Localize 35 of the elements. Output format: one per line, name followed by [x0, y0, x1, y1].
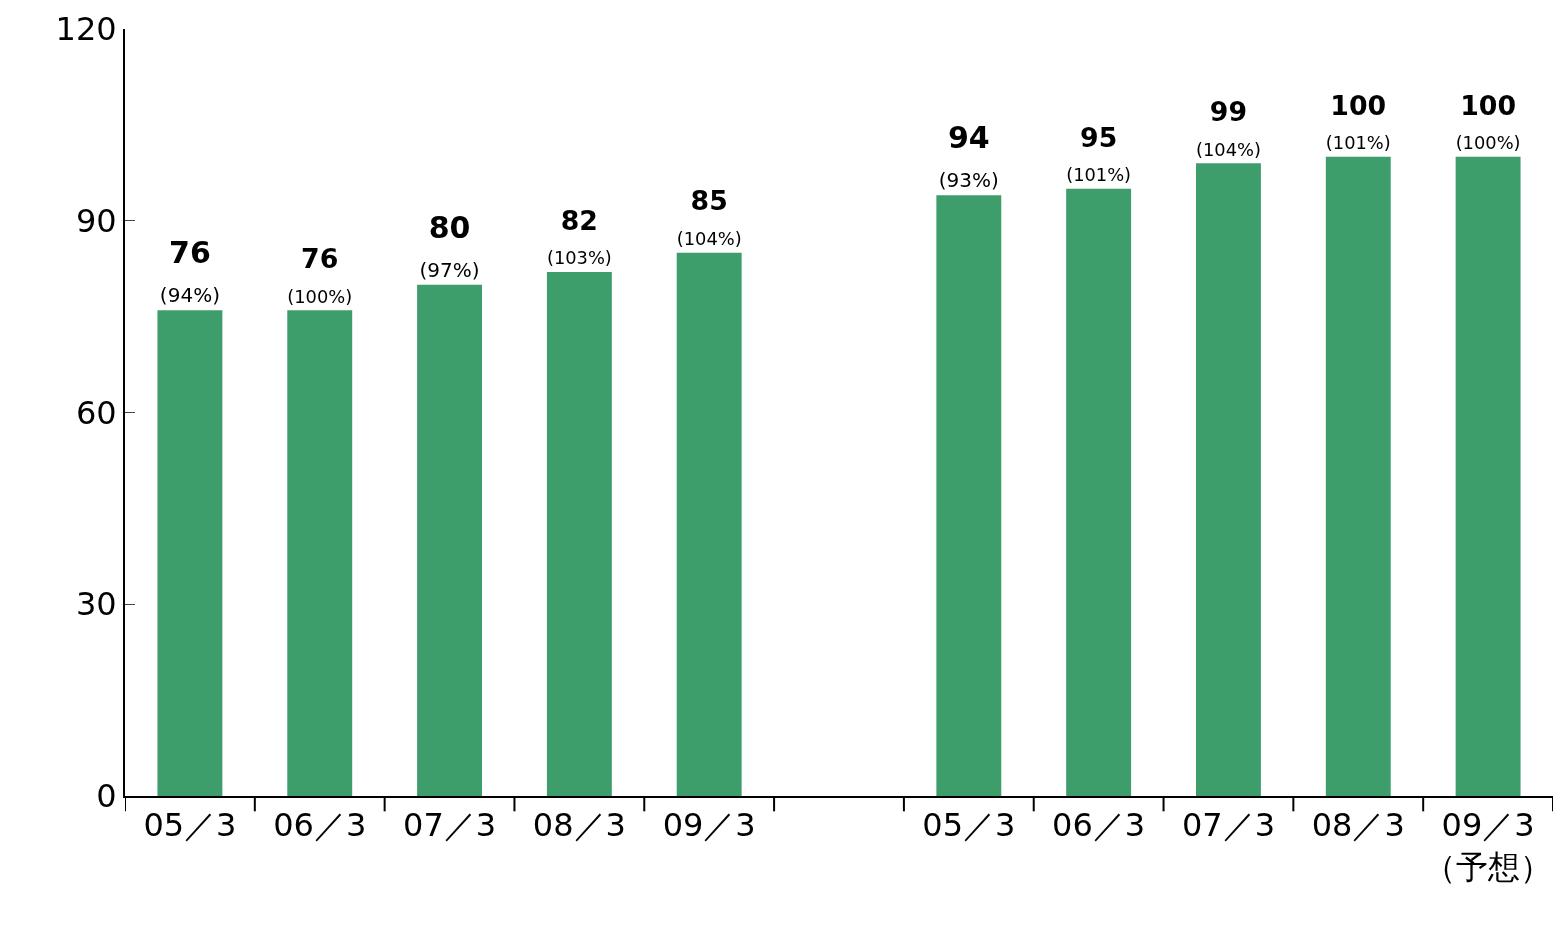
x-tick-label: 07／3 [1181, 806, 1275, 845]
bar [676, 252, 742, 796]
data-label: 76 (94%) [159, 235, 220, 308]
x-tick-label: 05／3 [922, 806, 1016, 845]
x-tick-label: 05／3 [143, 806, 237, 845]
bar [157, 310, 223, 796]
data-label: 100 (100%) [1455, 89, 1521, 154]
x-tick-label: 09／3 [662, 806, 756, 845]
data-label: 82 (103%) [546, 204, 612, 269]
x-tick-label: 08／3 [1311, 806, 1405, 845]
bar [417, 284, 482, 796]
x-tick-label: 06／3 [1052, 806, 1146, 845]
data-label: 85 (104%) [676, 185, 742, 250]
bar [1455, 156, 1521, 796]
bar [1196, 163, 1261, 796]
x-tick-label: 06／3 [273, 806, 367, 845]
bar [1066, 188, 1132, 796]
bar [936, 195, 1002, 796]
y-tick-label: 120 [55, 10, 117, 49]
data-label: 80 (97%) [419, 209, 480, 282]
data-label: 94 (93%) [938, 120, 999, 193]
y-tick-label: 60 [75, 393, 117, 432]
x-tick-label: 07／3 [403, 806, 497, 845]
bar [287, 310, 353, 796]
data-label: 95 (101%) [1066, 121, 1132, 186]
y-tick-label: 90 [75, 201, 117, 240]
bar [1325, 156, 1391, 796]
data-label: 100 (101%) [1325, 89, 1391, 154]
data-label: 99 (104%) [1196, 96, 1261, 160]
y-tick-label: 30 [75, 585, 117, 624]
x-tick-label: 09／3 （予想） [1424, 806, 1553, 886]
data-label: 76 (100%) [287, 243, 353, 307]
x-tick-label: 08／3 [532, 806, 626, 845]
bar [546, 271, 612, 796]
y-tick-label: 0 [96, 777, 117, 816]
